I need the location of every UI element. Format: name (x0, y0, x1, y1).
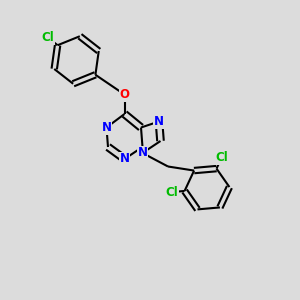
Text: Cl: Cl (41, 31, 54, 44)
Text: N: N (154, 115, 164, 128)
Text: N: N (119, 152, 130, 166)
Text: O: O (119, 88, 130, 101)
Text: N: N (137, 146, 148, 160)
Text: N: N (101, 121, 112, 134)
Text: Cl: Cl (215, 151, 228, 164)
Text: Cl: Cl (166, 186, 178, 199)
